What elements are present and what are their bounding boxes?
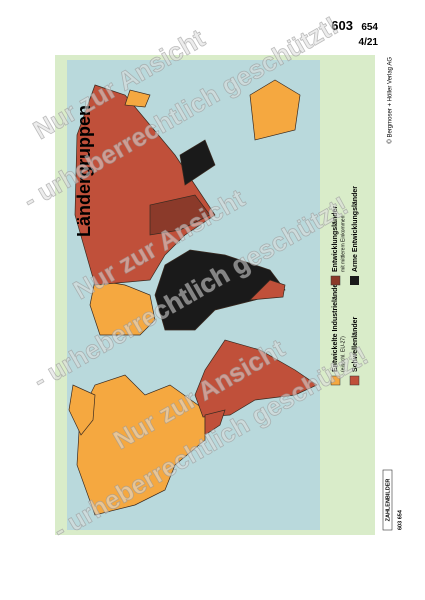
central-america bbox=[204, 409, 226, 436]
legend-swatch bbox=[349, 375, 360, 386]
legend-swatch bbox=[350, 276, 359, 285]
asia bbox=[74, 84, 216, 286]
sheet-subnumber: 654 bbox=[361, 22, 378, 33]
sheet-page: 4/21 bbox=[359, 37, 379, 48]
brand: ZAHLENBILDER bbox=[385, 479, 391, 522]
legend-swatch bbox=[330, 375, 341, 386]
japan bbox=[124, 89, 151, 108]
africa bbox=[154, 249, 286, 331]
greenland bbox=[68, 384, 96, 436]
continents bbox=[68, 79, 318, 516]
legend-label: Schwellenländer bbox=[352, 316, 359, 372]
footer-number: 603 654 bbox=[397, 509, 403, 530]
legend-swatch bbox=[330, 275, 341, 286]
legend-label: Entwicklungsländer bbox=[332, 206, 339, 272]
southern-africa bbox=[249, 279, 286, 301]
south-america bbox=[194, 339, 318, 418]
legend-note: (einschl. EU-27) bbox=[340, 336, 346, 372]
legend-label: Entwickelte Industrieländer bbox=[332, 281, 339, 372]
europe bbox=[89, 279, 156, 336]
rotated-card: Ländergruppen Entwickelte Industrielände… bbox=[55, 55, 403, 535]
legend-note: mit mittlerem Einkommen bbox=[340, 215, 346, 272]
brand-box bbox=[382, 469, 393, 531]
map-title: Ländergruppen bbox=[74, 105, 94, 237]
copyright: © Bergmoser + Höller Verlag AG bbox=[387, 57, 394, 144]
south-asia bbox=[149, 194, 211, 236]
southeast-asia bbox=[179, 139, 216, 186]
legend-label: Arme Entwicklungsländer bbox=[352, 186, 359, 272]
sheet-number: 603 bbox=[331, 18, 353, 33]
australia bbox=[249, 79, 301, 141]
